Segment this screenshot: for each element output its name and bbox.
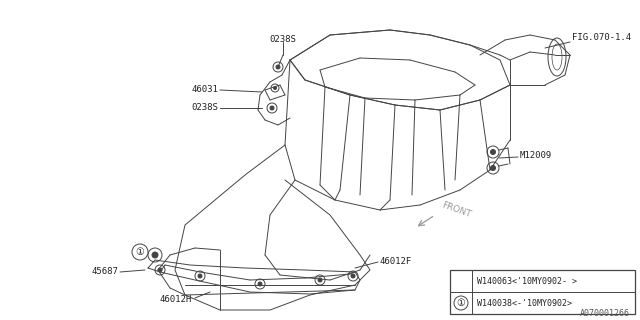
Text: 0238S: 0238S xyxy=(269,36,296,44)
Circle shape xyxy=(351,274,355,278)
Circle shape xyxy=(454,296,468,310)
Text: A070001266: A070001266 xyxy=(580,309,630,318)
Text: W140038<-'10MY0902>: W140038<-'10MY0902> xyxy=(477,299,572,308)
Text: 46031: 46031 xyxy=(191,85,218,94)
Text: ①: ① xyxy=(456,298,465,308)
Circle shape xyxy=(270,106,274,110)
Text: 45687: 45687 xyxy=(91,268,118,276)
Circle shape xyxy=(198,274,202,278)
Text: 46012H: 46012H xyxy=(160,295,192,305)
Circle shape xyxy=(132,244,148,260)
Text: 0238S: 0238S xyxy=(191,103,218,113)
Circle shape xyxy=(318,278,322,282)
Text: FRONT: FRONT xyxy=(440,201,472,220)
Circle shape xyxy=(276,65,280,69)
Circle shape xyxy=(490,165,495,171)
Text: W140063<'10MY0902- >: W140063<'10MY0902- > xyxy=(477,276,577,285)
Text: 46012F: 46012F xyxy=(380,258,412,267)
Circle shape xyxy=(158,268,162,272)
Bar xyxy=(450,270,635,314)
Circle shape xyxy=(273,86,276,90)
Text: FIG.070-1.4: FIG.070-1.4 xyxy=(572,34,631,43)
Circle shape xyxy=(258,282,262,286)
Text: ①: ① xyxy=(136,247,145,257)
Circle shape xyxy=(152,252,158,258)
Circle shape xyxy=(490,149,495,155)
Text: M12009: M12009 xyxy=(520,150,552,159)
